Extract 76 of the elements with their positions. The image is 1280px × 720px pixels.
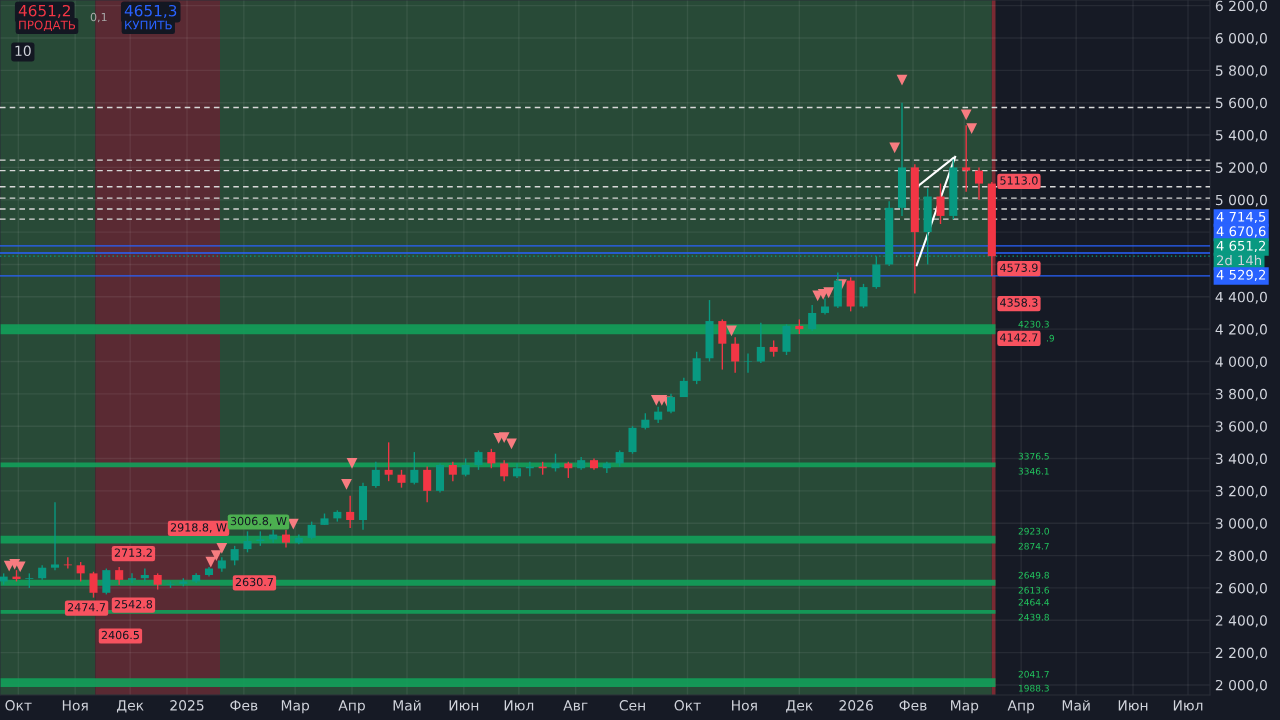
annotation: ПРОДАТЬ — [19, 20, 76, 32]
y-tick-label: 3 800,0 — [1215, 388, 1267, 401]
ref-line-label: 4 529,2 — [1216, 269, 1266, 282]
annotation: 0,1 — [90, 12, 107, 23]
annotation: 4573.9 — [1000, 263, 1038, 272]
ref-line-label: 4 651,2 — [1216, 240, 1266, 253]
annotation: 2713.2 — [114, 548, 152, 557]
annotation: 2630.7 — [235, 577, 273, 587]
annotation: КУПИТЬ — [125, 20, 172, 30]
x-tick-label: Окт — [674, 700, 701, 711]
y-tick-label: 5 600,0 — [1215, 97, 1267, 110]
x-tick-label: Июл — [504, 700, 534, 711]
annotation: 2464.4 — [1018, 598, 1050, 606]
annotation: 3346.1 — [1018, 467, 1049, 475]
x-tick-label: Фев — [230, 700, 258, 711]
y-tick-label: 4 400,0 — [1215, 291, 1267, 304]
x-tick-label: Июл — [1173, 700, 1203, 711]
x-tick-label: Апр — [1007, 700, 1035, 714]
annotation: 2923.0 — [1018, 527, 1049, 535]
y-tick-label: 2 600,0 — [1215, 582, 1267, 595]
annotation: 4651,3 — [124, 4, 177, 18]
annotation: 2874.7 — [1018, 542, 1049, 550]
x-tick-label: Июн — [1118, 700, 1148, 711]
x-tick-label: Апр — [338, 700, 365, 714]
annotation: 2041.7 — [1018, 670, 1049, 678]
y-tick-label: 4 000,0 — [1215, 356, 1267, 369]
annotation: 2474.7 — [67, 603, 106, 612]
y-tick-label: 5 400,0 — [1215, 130, 1267, 142]
annotation: 3376.5 — [1018, 452, 1049, 460]
y-tick-label: 3 200,0 — [1215, 485, 1267, 498]
x-tick-label: Фев — [899, 700, 927, 711]
annotation: 4142.7 — [1000, 333, 1038, 342]
y-tick-label: 4 200,0 — [1215, 324, 1267, 337]
x-tick-label: Дек — [116, 700, 144, 713]
ref-line-label: 4 714,5 — [1216, 211, 1266, 224]
x-tick-label: Сен — [619, 700, 645, 711]
y-tick-label: 3 400,0 — [1215, 453, 1267, 466]
annotation: 1988.3 — [1018, 684, 1049, 692]
x-tick-label: Окт — [5, 700, 32, 711]
annotation: 4230.3 — [1018, 320, 1049, 328]
x-tick-label: Авг — [563, 700, 588, 711]
x-tick-label: Дек — [786, 700, 813, 713]
annotation: 2918.8, W — [170, 523, 227, 533]
y-tick-label: 3 600,0 — [1215, 421, 1267, 434]
text: 2d 14h — [1216, 255, 1261, 266]
annotation: 10 — [15, 45, 31, 57]
x-tick-label: Ноя — [732, 700, 757, 711]
y-tick-label: 2 200,0 — [1215, 647, 1267, 660]
annotation: 2406.5 — [101, 630, 139, 640]
annotation: 2613.6 — [1018, 586, 1050, 594]
annotation: 2439.8 — [1018, 613, 1049, 621]
x-tick-label: Мар — [951, 700, 979, 714]
y-tick-label: 5 000,0 — [1215, 194, 1267, 207]
x-tick-label: 2026 — [839, 700, 873, 711]
x-tick-label: Июн — [449, 700, 479, 711]
annotation: 2542.8 — [114, 600, 153, 609]
y-tick-label: 2 400,0 — [1215, 615, 1267, 628]
x-tick-label: Мар — [281, 700, 310, 714]
annotation: 2649.8 — [1018, 571, 1049, 579]
annotation: 4651,2 — [18, 4, 70, 18]
y-tick-label: 6 000,0 — [1215, 32, 1267, 45]
annotation: 5113.0 — [1000, 176, 1038, 185]
y-tick-label: 5 200,0 — [1215, 162, 1267, 175]
y-tick-label: 5 800,0 — [1215, 65, 1267, 78]
y-tick-label: 2 000,0 — [1215, 679, 1267, 692]
y-tick-label: 2 800,0 — [1215, 550, 1267, 563]
x-tick-label: Май — [393, 699, 421, 711]
annotation: 4358.3 — [1000, 298, 1038, 307]
y-tick-label: 6 200,0 — [1215, 0, 1267, 13]
x-tick-label: Ноя — [62, 700, 88, 711]
annotation: .9 — [1046, 334, 1054, 342]
y-tick-label: 3 000,0 — [1215, 518, 1267, 531]
legend-label: 4 670,6 — [1216, 226, 1266, 238]
annotation: 3006.8, W — [230, 516, 287, 527]
x-tick-label: Май — [1062, 699, 1090, 711]
x-tick-label: 2025 — [170, 700, 204, 711]
